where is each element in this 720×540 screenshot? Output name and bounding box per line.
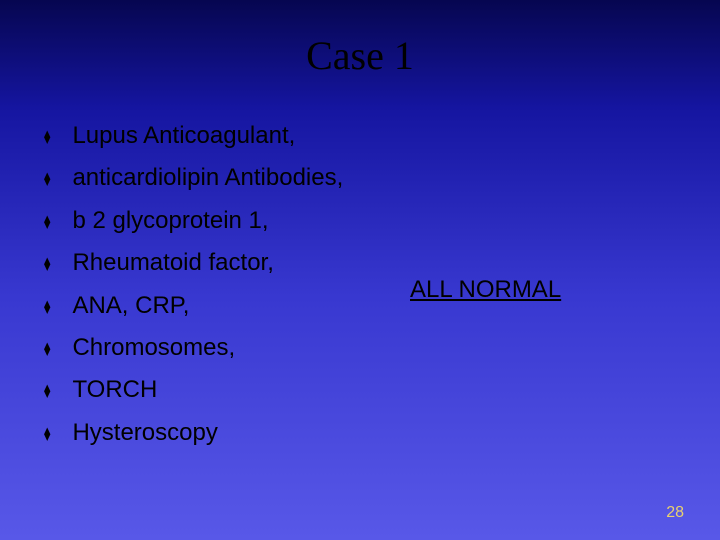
slide: Case 1 ⧫ Lupus Anticoagulant, ⧫ anticard…: [0, 0, 720, 540]
bullet-text: Hysteroscopy: [72, 417, 217, 449]
bullet-icon: ⧫: [44, 298, 50, 316]
annotation-text: ALL NORMAL: [410, 276, 561, 304]
bullet-text: anticardiolipin Antibodies,: [72, 162, 343, 194]
bullet-icon: ⧫: [44, 213, 50, 231]
bullet-icon: ⧫: [44, 340, 50, 358]
list-item: ⧫ ANA, CRP,: [44, 290, 676, 322]
bullet-text: b 2 glycoprotein 1,: [72, 205, 268, 237]
bullet-icon: ⧫: [44, 128, 50, 146]
bullet-text: TORCH: [72, 374, 157, 406]
bullet-icon: ⧫: [44, 425, 50, 443]
list-item: ⧫ TORCH: [44, 374, 676, 406]
list-item: ⧫ anticardiolipin Antibodies,: [44, 162, 676, 194]
bullet-icon: ⧫: [44, 170, 50, 188]
bullet-icon: ⧫: [44, 382, 50, 400]
bullet-icon: ⧫: [44, 255, 50, 273]
slide-content: ⧫ Lupus Anticoagulant, ⧫ anticardiolipin…: [44, 120, 676, 459]
list-item: ⧫ Chromosomes,: [44, 332, 676, 364]
bullet-text: ANA, CRP,: [72, 290, 189, 322]
list-item: ⧫ Rheumatoid factor,: [44, 247, 676, 279]
list-item: ⧫ Lupus Anticoagulant,: [44, 120, 676, 152]
slide-title: Case 1: [0, 32, 720, 79]
list-item: ⧫ Hysteroscopy: [44, 417, 676, 449]
bullet-text: Lupus Anticoagulant,: [72, 120, 295, 152]
list-item: ⧫ b 2 glycoprotein 1,: [44, 205, 676, 237]
bullet-list: ⧫ Lupus Anticoagulant, ⧫ anticardiolipin…: [44, 120, 676, 449]
bullet-text: Rheumatoid factor,: [72, 247, 273, 279]
bullet-text: Chromosomes,: [72, 332, 235, 364]
page-number: 28: [666, 504, 684, 522]
